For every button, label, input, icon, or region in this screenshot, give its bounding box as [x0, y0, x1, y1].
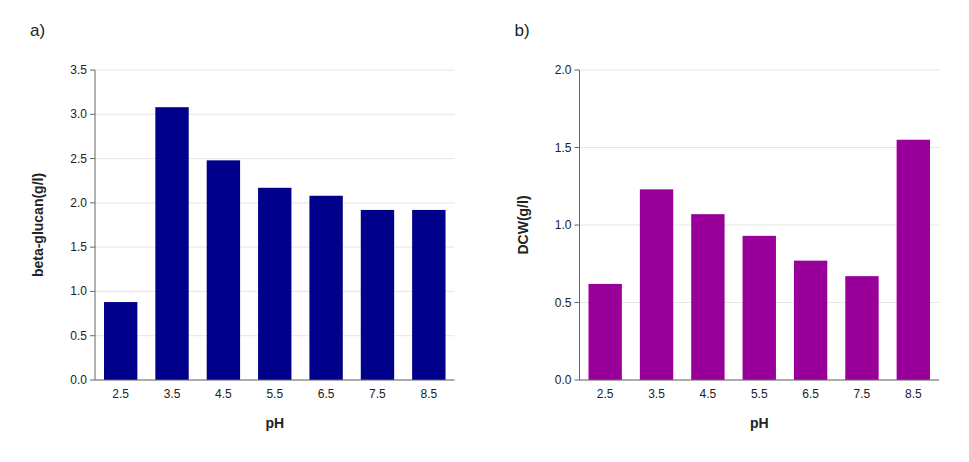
tick-label: 0.5	[70, 329, 87, 343]
bar	[309, 196, 342, 380]
chart-panel: a) 0.0 0.5 1.0 1.5 2.0 2.5 3.0 3.5 2.5 3.5 4.5 5.5 6.…	[30, 21, 455, 431]
bar	[588, 284, 621, 380]
tick-mark	[90, 114, 95, 115]
bar	[897, 140, 930, 380]
y-axis-label: beta-glucan(g/l)	[30, 173, 46, 277]
panel-label: a)	[30, 21, 45, 40]
tick-mark	[575, 380, 580, 381]
tick-label: 7.5	[369, 387, 386, 401]
tick-label: 1.5	[555, 141, 572, 155]
bar	[794, 261, 827, 380]
tick-label: 2.5	[597, 387, 614, 401]
bar	[412, 210, 445, 380]
tick-label: 4.5	[215, 387, 232, 401]
bar-group	[104, 107, 446, 380]
chart-canvas: a) 0.0 0.5 1.0 1.5 2.0 2.5 3.0 3.5 2.5 3.5 4.5 5.5 6.…	[0, 0, 969, 462]
tick-label: 2.0	[555, 63, 572, 77]
tick-mark	[90, 380, 95, 381]
tick-label: 1.0	[70, 284, 87, 298]
grid-line	[95, 114, 455, 115]
x-axis-line	[580, 380, 940, 381]
bar	[845, 276, 878, 380]
tick-label: 2.5	[112, 387, 129, 401]
panel-label: b)	[515, 21, 530, 40]
bar	[361, 210, 394, 380]
grid-line	[580, 380, 940, 381]
bar	[155, 107, 188, 380]
tick-mark	[90, 202, 95, 203]
bar	[104, 302, 137, 380]
tick-label: 6.5	[318, 387, 335, 401]
tick-mark	[575, 225, 580, 226]
y-axis-label: DCW(g/l)	[515, 195, 531, 254]
bar	[258, 188, 291, 380]
grid-line	[580, 70, 940, 71]
tick-mark	[90, 335, 95, 336]
tick-label: 2.5	[70, 152, 87, 166]
tick-label: 3.0	[70, 107, 87, 121]
tick-label: 7.5	[854, 387, 871, 401]
tick-mark	[90, 70, 95, 71]
tick-mark	[90, 291, 95, 292]
grid-line	[95, 158, 455, 159]
bar	[207, 160, 240, 380]
tick-mark	[90, 158, 95, 159]
tick-label: 5.5	[266, 387, 283, 401]
tick-label: 8.5	[420, 387, 437, 401]
bar-group	[588, 140, 930, 380]
tick-label: 3.5	[164, 387, 181, 401]
bar	[743, 236, 776, 380]
tick-mark	[575, 147, 580, 148]
tick-label: 5.5	[751, 387, 768, 401]
x-axis-line	[95, 380, 455, 381]
tick-mark	[90, 247, 95, 248]
grid-line	[580, 147, 940, 148]
tick-mark	[575, 70, 580, 71]
grid-line	[580, 225, 940, 226]
y-axis-line	[579, 70, 580, 380]
tick-label: 3.5	[70, 63, 87, 77]
y-axis-line	[95, 70, 96, 380]
tick-label: 1.0	[555, 218, 572, 232]
tick-mark	[575, 302, 580, 303]
bar	[691, 214, 724, 380]
grid-line	[95, 70, 455, 71]
tick-label: 6.5	[802, 387, 819, 401]
tick-label: 0.5	[555, 296, 572, 310]
grid-line	[95, 380, 455, 381]
x-axis-label: pH	[265, 415, 284, 431]
tick-label: 0.0	[70, 373, 87, 387]
tick-label: 1.5	[70, 240, 87, 254]
bar	[640, 189, 673, 380]
x-axis-label: pH	[750, 415, 769, 431]
chart-panel: b) 0.0 0.5 1.0 1.5 2.0 2.5 3.5 4.5 5.5 6.5 7.5 8.5 pH…	[515, 21, 940, 431]
tick-label: 2.0	[70, 196, 87, 210]
tick-label: 3.5	[648, 387, 665, 401]
tick-label: 0.0	[555, 373, 572, 387]
tick-label: 8.5	[905, 387, 922, 401]
tick-label: 4.5	[700, 387, 717, 401]
